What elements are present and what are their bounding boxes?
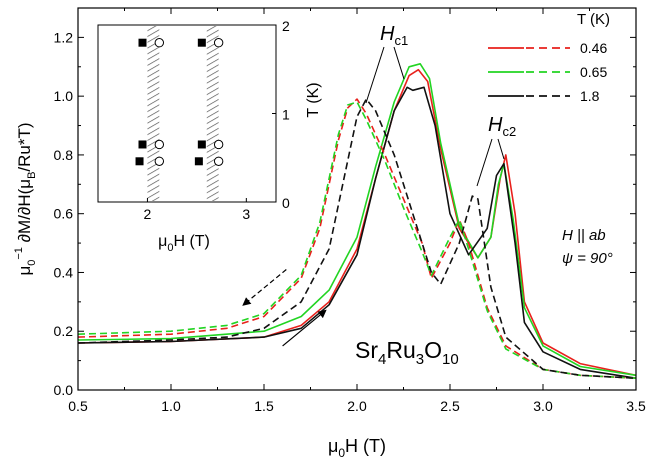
inset-filled-square: [135, 157, 144, 166]
inset-open-circle: [213, 139, 224, 150]
series-solid-1_8: [77, 86, 637, 379]
inset-x-tick-label: 2: [144, 206, 152, 222]
x-tick-label: 1.5: [254, 398, 274, 414]
inset-content: 2 3 0 1 2: [135, 18, 290, 222]
legend-label: 0.46: [580, 40, 607, 56]
legend: T (K) 0.46 0.65 1.8: [488, 11, 610, 104]
x-tick-label: 2.0: [347, 398, 367, 414]
inset-y-tick-label: 2: [282, 18, 290, 34]
x-axis-label: μ0H (T): [328, 436, 386, 460]
inset-filled-square: [197, 140, 206, 149]
y-tick-label: 0.4: [54, 264, 74, 280]
inset-filled-square: [138, 140, 147, 149]
inset-open-circle: [213, 156, 224, 166]
sweep-arrow-down: [242, 269, 287, 306]
y-axis-label: μ0−1 ∂M/∂H(μB/Ru*T): [13, 122, 38, 275]
inset-open-circle: [154, 139, 165, 150]
y-tick-label: 1.0: [54, 88, 74, 104]
x-axis-ticks: 0.5 1.0 1.5 2.0 2.5 3.0 3.5: [68, 8, 646, 414]
x-tick-label: 2.5: [440, 398, 460, 414]
inset-filled-square: [197, 38, 206, 47]
inset-x-tick-label: 3: [242, 206, 250, 222]
hc2-label: Hc2: [488, 114, 516, 139]
inset-y-tick-label: 1: [282, 107, 290, 123]
y-tick-label: 0.2: [54, 323, 74, 339]
series-layer: [77, 62, 637, 379]
field-direction-note: H || ab: [562, 227, 606, 244]
inset-filled-square: [138, 38, 147, 47]
y-tick-label: 0.8: [54, 147, 74, 163]
y-tick-label: 1.2: [54, 29, 74, 45]
legend-label: 1.8: [580, 88, 600, 104]
x-tick-label: 3.0: [533, 398, 553, 414]
hc1-annotation: Hc1: [365, 23, 408, 104]
inset-filled-square: [194, 157, 203, 166]
inset-phase-diagram: 2 3 0 1 2 T (K) μ0H (T): [97, 18, 322, 254]
x-tick-label: 3.5: [626, 398, 646, 414]
y-axis-ticks: 0.0 0.2 0.4 0.6 0.8 1.0 1.2: [54, 7, 636, 398]
hc2-annotation: Hc2: [476, 114, 516, 187]
x-tick-label: 1.0: [161, 398, 181, 414]
inset-frame: [97, 24, 277, 203]
angle-note: ψ = 90°: [562, 250, 613, 267]
hc1-pointer-right: [393, 46, 405, 80]
legend-rows: 0.46 0.65 1.8: [488, 40, 607, 104]
x-tick-label: 0.5: [68, 398, 88, 414]
y-tick-label: 0.6: [54, 206, 74, 222]
legend-label: 0.65: [580, 64, 607, 80]
inset-open-circle: [154, 156, 165, 166]
hc2-pointer-right: [497, 138, 505, 160]
series-dashed-1_8: [77, 98, 637, 379]
inset-y-tick-label: 0: [282, 195, 290, 211]
hc1-pointer-left: [365, 46, 385, 104]
compound-formula: Sr4Ru3O10: [355, 337, 459, 368]
inset-hatched-band: [206, 26, 219, 201]
series-dashed-0_65: [77, 101, 637, 379]
series-solid-0_46: [77, 68, 637, 377]
inset-hatched-band: [147, 26, 160, 201]
series-dashed-0_46: [77, 98, 637, 379]
hc1-label: Hc1: [380, 23, 408, 48]
inset-open-circle: [213, 38, 224, 48]
y-tick-label: 0.0: [54, 382, 74, 398]
legend-title: T (K): [577, 11, 610, 28]
sweep-arrows: [242, 269, 327, 347]
inset-x-label: μ0H (T): [158, 233, 210, 254]
hc2-pointer-left: [476, 138, 493, 187]
sweep-arrow-up: [282, 309, 327, 347]
inset-y-label: T (K): [305, 82, 322, 117]
series-solid-0_65: [77, 62, 637, 377]
inset-open-circle: [154, 38, 165, 48]
